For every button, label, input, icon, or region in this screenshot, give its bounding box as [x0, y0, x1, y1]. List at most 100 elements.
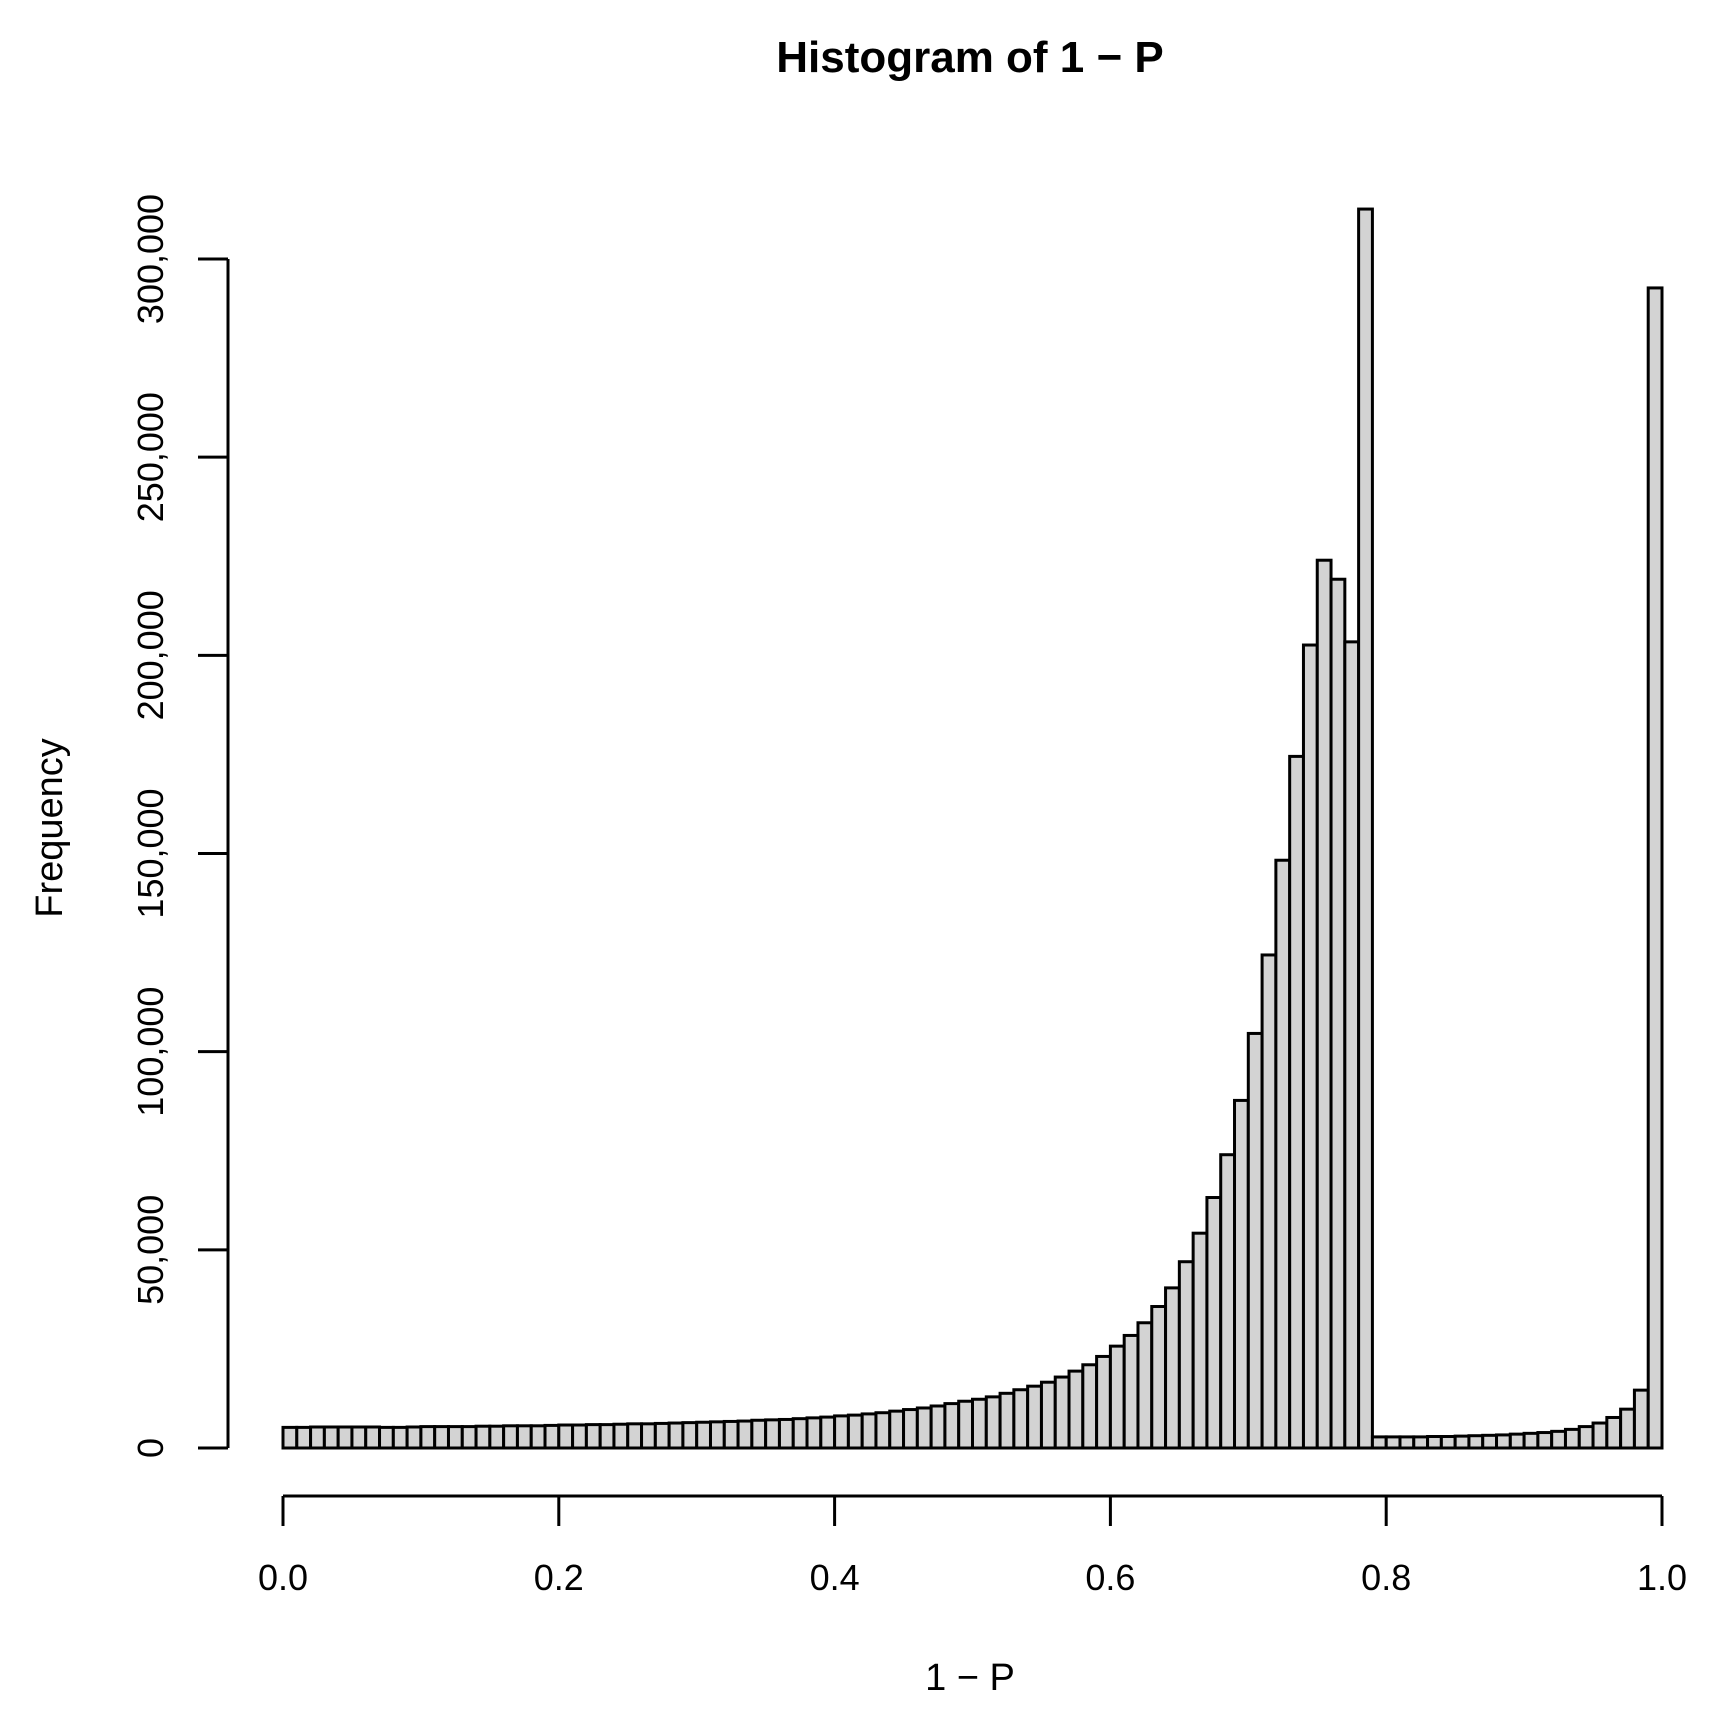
histogram-bar — [336, 1425, 354, 1450]
histogram-bar — [378, 1425, 395, 1450]
y-tick-label: 300,000 — [130, 194, 171, 324]
histogram-bar — [1026, 1384, 1043, 1450]
histogram-bar — [1095, 1354, 1112, 1450]
histogram-bar — [1398, 1435, 1416, 1450]
histogram-bar — [805, 1416, 823, 1450]
histogram-bar — [1412, 1435, 1430, 1450]
histogram-bar — [750, 1418, 768, 1450]
histogram-bar — [902, 1408, 919, 1450]
histogram-bar — [1067, 1369, 1085, 1450]
histogram-bar — [1191, 1231, 1209, 1450]
x-axis-label: 1 − P — [925, 1657, 1015, 1699]
y-tick-label: 0 — [130, 1438, 171, 1458]
histogram-bar — [888, 1409, 906, 1450]
histogram-bar — [584, 1423, 602, 1450]
histogram-bar — [1081, 1363, 1099, 1450]
histogram-bar — [460, 1425, 478, 1450]
histogram-bar — [1136, 1321, 1154, 1450]
histogram-bar — [1315, 558, 1333, 1450]
histogram-bar — [1426, 1435, 1443, 1450]
histogram-bar — [515, 1424, 533, 1450]
y-axis-label: Frequency — [29, 738, 71, 918]
histogram-bar — [971, 1397, 988, 1450]
histogram-bar — [1274, 858, 1292, 1450]
histogram-bar — [777, 1417, 795, 1450]
x-tick-label: 0.0 — [258, 1557, 308, 1598]
histogram-bar — [1453, 1434, 1471, 1450]
histogram-bar — [874, 1411, 892, 1450]
histogram-bar — [915, 1406, 933, 1450]
y-tick-label: 250,000 — [130, 392, 171, 522]
y-tick-label: 50,000 — [130, 1195, 171, 1305]
histogram-bar — [557, 1423, 575, 1450]
histogram-bar — [1108, 1344, 1126, 1450]
histogram-bar — [1591, 1421, 1609, 1450]
histogram-bar — [350, 1425, 368, 1450]
histogram-bar — [943, 1402, 961, 1450]
histogram-bar — [1343, 640, 1361, 1450]
histogram-bar — [446, 1425, 464, 1450]
histogram-bar — [1619, 1407, 1636, 1450]
x-tick-label: 0.2 — [534, 1557, 584, 1598]
histogram-bar — [1439, 1435, 1457, 1450]
histogram-bar — [764, 1418, 781, 1450]
histogram-bar — [1370, 1435, 1388, 1450]
chart-title: Histogram of 1 − P — [776, 33, 1164, 82]
histogram-bar — [612, 1422, 630, 1450]
histogram-bar — [1536, 1431, 1554, 1450]
histogram-bar — [791, 1417, 809, 1450]
histogram-bar — [1605, 1415, 1623, 1450]
histogram-bar — [681, 1421, 699, 1450]
y-tick-label: 100,000 — [130, 987, 171, 1117]
histogram-bar — [640, 1422, 657, 1450]
histogram-bar — [1150, 1305, 1168, 1450]
histogram-bar — [529, 1424, 547, 1450]
histogram-bar — [309, 1425, 326, 1450]
histogram-bar — [998, 1391, 1016, 1450]
histogram-bar — [1122, 1333, 1140, 1450]
histogram-bar — [488, 1424, 506, 1450]
histogram-bar — [1467, 1434, 1485, 1450]
histogram-bar — [1246, 1031, 1264, 1450]
histogram-bar — [295, 1425, 313, 1450]
x-axis: 0.0 0.2 0.4 0.6 0.8 1.0 — [258, 1494, 1687, 1598]
histogram-bar — [736, 1419, 754, 1450]
histogram-bar — [1288, 754, 1305, 1450]
histogram-bar — [405, 1425, 423, 1450]
histogram-bar — [1522, 1431, 1540, 1450]
histogram-bar — [708, 1420, 726, 1450]
histogram-bar — [419, 1425, 437, 1450]
histogram-bar — [1384, 1435, 1402, 1450]
histogram-bar — [626, 1422, 644, 1450]
histogram-bar — [1039, 1380, 1057, 1450]
histogram-bar — [846, 1413, 864, 1450]
histogram-bar — [474, 1424, 492, 1450]
histogram-bar — [598, 1423, 616, 1450]
histogram-bar — [819, 1415, 837, 1450]
histogram-bar — [1550, 1429, 1567, 1450]
y-tick-label: 200,000 — [130, 590, 171, 720]
x-tick-label: 1.0 — [1637, 1557, 1687, 1598]
y-tick-label: 150,000 — [130, 788, 171, 918]
x-tick-label: 0.6 — [1085, 1557, 1135, 1598]
bars-group — [281, 207, 1664, 1450]
histogram-bar — [957, 1399, 975, 1450]
histogram-bar — [1053, 1375, 1071, 1450]
histogram-bar — [1219, 1153, 1237, 1450]
histogram-bar — [667, 1421, 685, 1450]
histogram-bar — [984, 1395, 1002, 1450]
histogram-bar — [1481, 1433, 1499, 1450]
histogram-bar — [502, 1424, 519, 1450]
histogram-bar — [1260, 953, 1278, 1450]
histogram-bar — [1329, 577, 1347, 1450]
y-axis: 0 50,000 100,000 150,000 200,000 250,000 300,0… — [130, 194, 230, 1458]
x-tick-label: 0.8 — [1361, 1557, 1411, 1598]
histogram-bar — [833, 1414, 850, 1450]
histogram-bar — [391, 1425, 409, 1450]
histogram-bar — [1233, 1098, 1250, 1450]
histogram-bar — [433, 1425, 450, 1450]
histogram-bar — [1205, 1196, 1223, 1450]
histogram-bar — [695, 1420, 712, 1450]
histogram-bar — [653, 1421, 671, 1450]
